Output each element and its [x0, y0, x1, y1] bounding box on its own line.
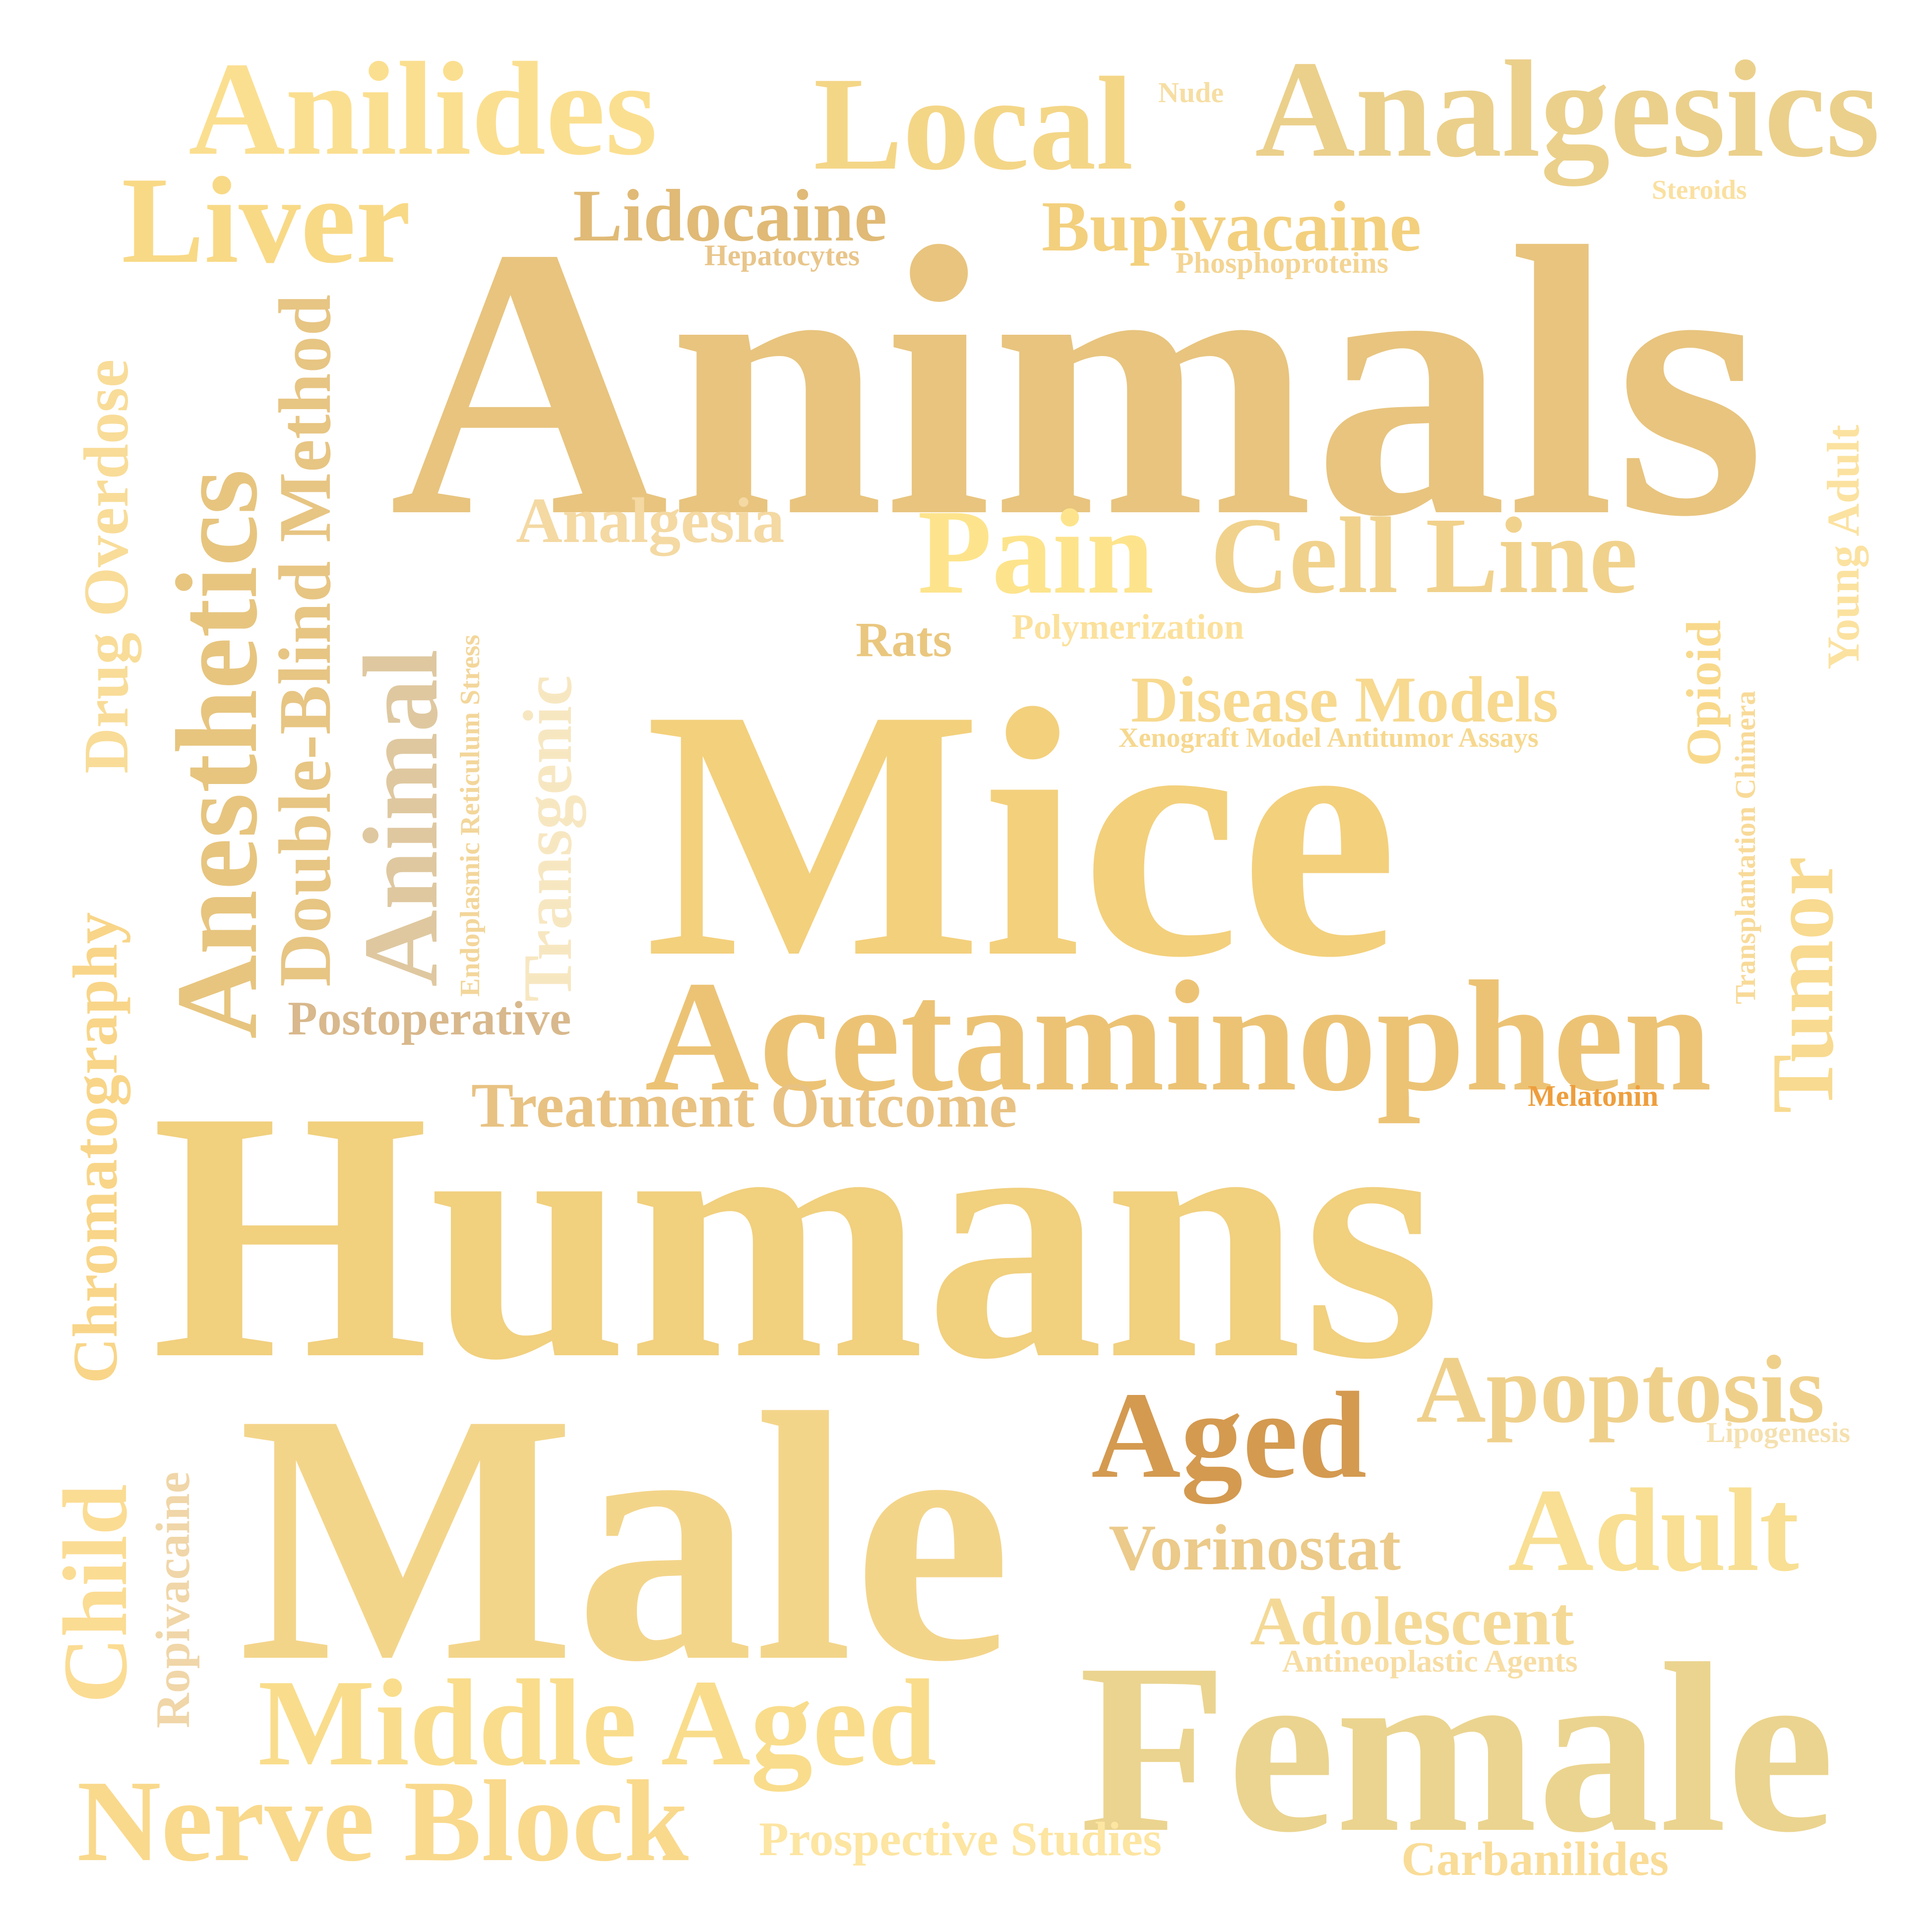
word-antineoplastic-agents: Antineoplastic Agents	[1282, 1643, 1578, 1679]
word-cell-line: Cell Line	[1210, 495, 1638, 616]
word-aged: Aged	[1091, 1367, 1367, 1504]
word-phosphoproteins: Phosphoproteins	[1176, 246, 1389, 279]
word-polymerization: Polymerization	[1012, 607, 1244, 647]
word-transgenic: Transgenic	[509, 675, 586, 1002]
word-female: Female	[1079, 1613, 1835, 1882]
word-rats: Rats	[856, 612, 952, 667]
word-apoptosis: Apoptosis	[1416, 1336, 1825, 1443]
word-nerve-block: Nerve Block	[77, 1756, 689, 1885]
word-steroids: Steroids	[1652, 175, 1747, 205]
word-double-blind-method: Double-Blind Method	[264, 294, 346, 987]
word-acetaminophen: Acetaminophen	[645, 949, 1712, 1124]
word-child: Child	[45, 1484, 146, 1703]
word-analgesia: Analgesia	[516, 485, 785, 556]
word-local: Local	[813, 50, 1133, 198]
word-middle-aged: Middle Aged	[258, 1654, 937, 1792]
word-disease-models: Disease Models	[1131, 663, 1558, 736]
word-lidocaine: Lidocaine	[573, 175, 887, 257]
word-chromatography: Chromatography	[60, 912, 130, 1384]
word-drug-overdose: Drug Overdose	[71, 359, 141, 774]
word-male: Male	[238, 1339, 1012, 1735]
word-lipogenesis: Lipogenesis	[1706, 1416, 1851, 1449]
word-bupivacaine: Bupivacaine	[1042, 187, 1422, 266]
word-mice: Mice	[645, 635, 1398, 1031]
word-humans: Humans	[151, 1037, 1441, 1433]
word-postoperative: Postoperative	[288, 992, 571, 1045]
word-ropivacaine: Ropivacaine	[146, 1471, 200, 1728]
word-tumor: Tumor	[1753, 856, 1852, 1113]
word-animal: Animal	[341, 649, 460, 987]
word-carbanilides: Carbanilides	[1401, 1832, 1669, 1886]
word-liver: Liver	[122, 152, 411, 289]
word-er-stress: Endoplasmic Reticulum Stress	[455, 634, 486, 997]
word-opioid: Opioid	[1676, 620, 1731, 766]
word-pain: Pain	[918, 484, 1154, 619]
word-xenograft: Xenograft Model Antitumor Assays	[1119, 723, 1539, 753]
word-vorinostat: Vorinostat	[1109, 1511, 1401, 1584]
word-animals: Animals	[389, 168, 1765, 596]
word-melatonin: Melatonin	[1528, 1080, 1659, 1112]
word-anesthetics-vert: Anesthetics	[152, 469, 281, 1039]
word-hepatocytes: Hepatocytes	[704, 239, 860, 272]
word-treatment-outcome: Treatment Outcome	[471, 1070, 1017, 1141]
word-anilides: Anilides	[188, 35, 658, 183]
word-analgesics: Analgesics	[1255, 32, 1880, 186]
word-nude: Nude	[1158, 76, 1224, 109]
word-adult: Adult	[1508, 1464, 1799, 1596]
word-young-adult: Young Adult	[1818, 424, 1869, 669]
word-prospective-studies: Prospective Studies	[759, 1812, 1162, 1866]
word-adolescent: Adolescent	[1250, 1583, 1574, 1660]
